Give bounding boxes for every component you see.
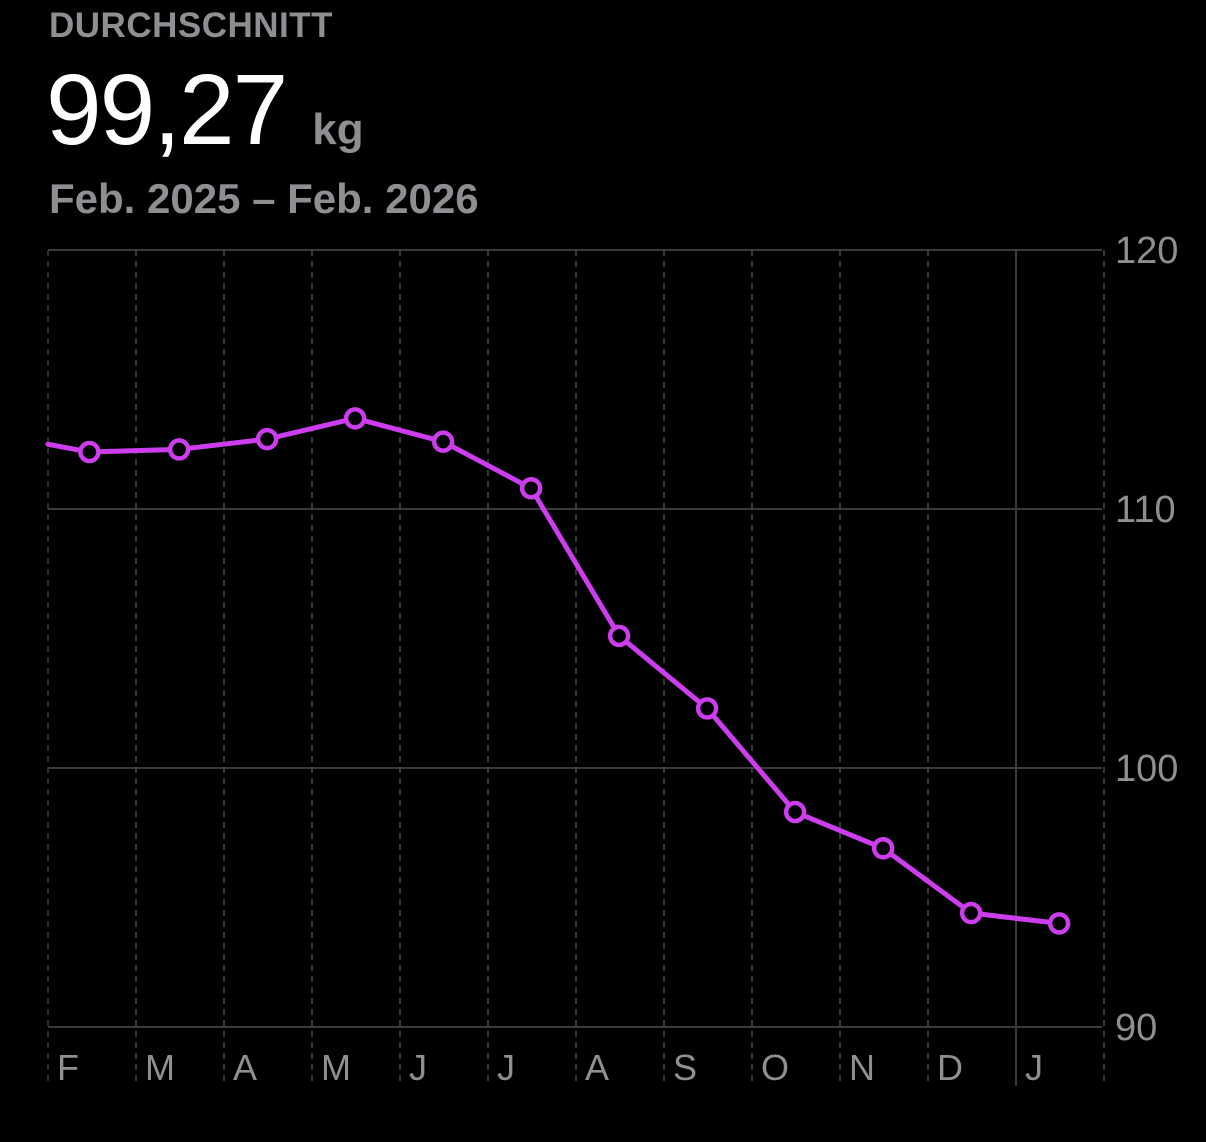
x-tick-label: M — [321, 1047, 351, 1088]
x-tick-label: A — [233, 1047, 257, 1088]
chart-grid — [47, 249, 1105, 1086]
y-tick-label: 120 — [1115, 230, 1178, 272]
data-point[interactable] — [519, 477, 543, 500]
data-point[interactable] — [959, 901, 983, 925]
chart-labels: 90 100 110 120 F M A M J J A S O N D J — [57, 230, 1178, 1088]
data-point[interactable] — [607, 624, 631, 648]
x-tick-label: J — [1025, 1047, 1043, 1088]
data-point[interactable] — [167, 438, 191, 461]
x-tick-label: F — [57, 1047, 79, 1088]
data-point[interactable] — [255, 427, 279, 451]
x-tick-label: J — [497, 1047, 515, 1088]
data-point[interactable] — [78, 440, 101, 464]
data-point[interactable] — [783, 800, 807, 824]
summary-value: 99,27 — [46, 54, 288, 166]
x-tick-label: O — [761, 1047, 789, 1088]
x-tick-label: M — [145, 1047, 175, 1088]
data-point[interactable] — [871, 837, 895, 860]
summary-unit: kg — [312, 105, 364, 154]
x-tick-label: S — [673, 1047, 697, 1088]
x-tick-label: D — [937, 1047, 963, 1088]
data-point[interactable] — [695, 697, 719, 720]
date-range: Feb. 2025 – Feb. 2026 — [49, 175, 479, 222]
chart-series — [45, 407, 1071, 935]
y-tick-label: 110 — [1115, 489, 1176, 531]
x-tick-label: A — [585, 1047, 609, 1088]
data-point[interactable] — [1047, 912, 1071, 935]
data-point[interactable] — [431, 430, 455, 453]
summary-value-row: 99,27 kg — [46, 60, 364, 170]
data-point[interactable] — [343, 407, 367, 430]
y-tick-label: 100 — [1115, 748, 1178, 790]
x-tick-label: N — [849, 1047, 875, 1088]
series-line — [45, 415, 1062, 926]
summary-label: DURCHSCHNITT — [49, 6, 334, 45]
y-tick-label: 90 — [1115, 1007, 1157, 1049]
x-tick-label: J — [409, 1047, 427, 1088]
